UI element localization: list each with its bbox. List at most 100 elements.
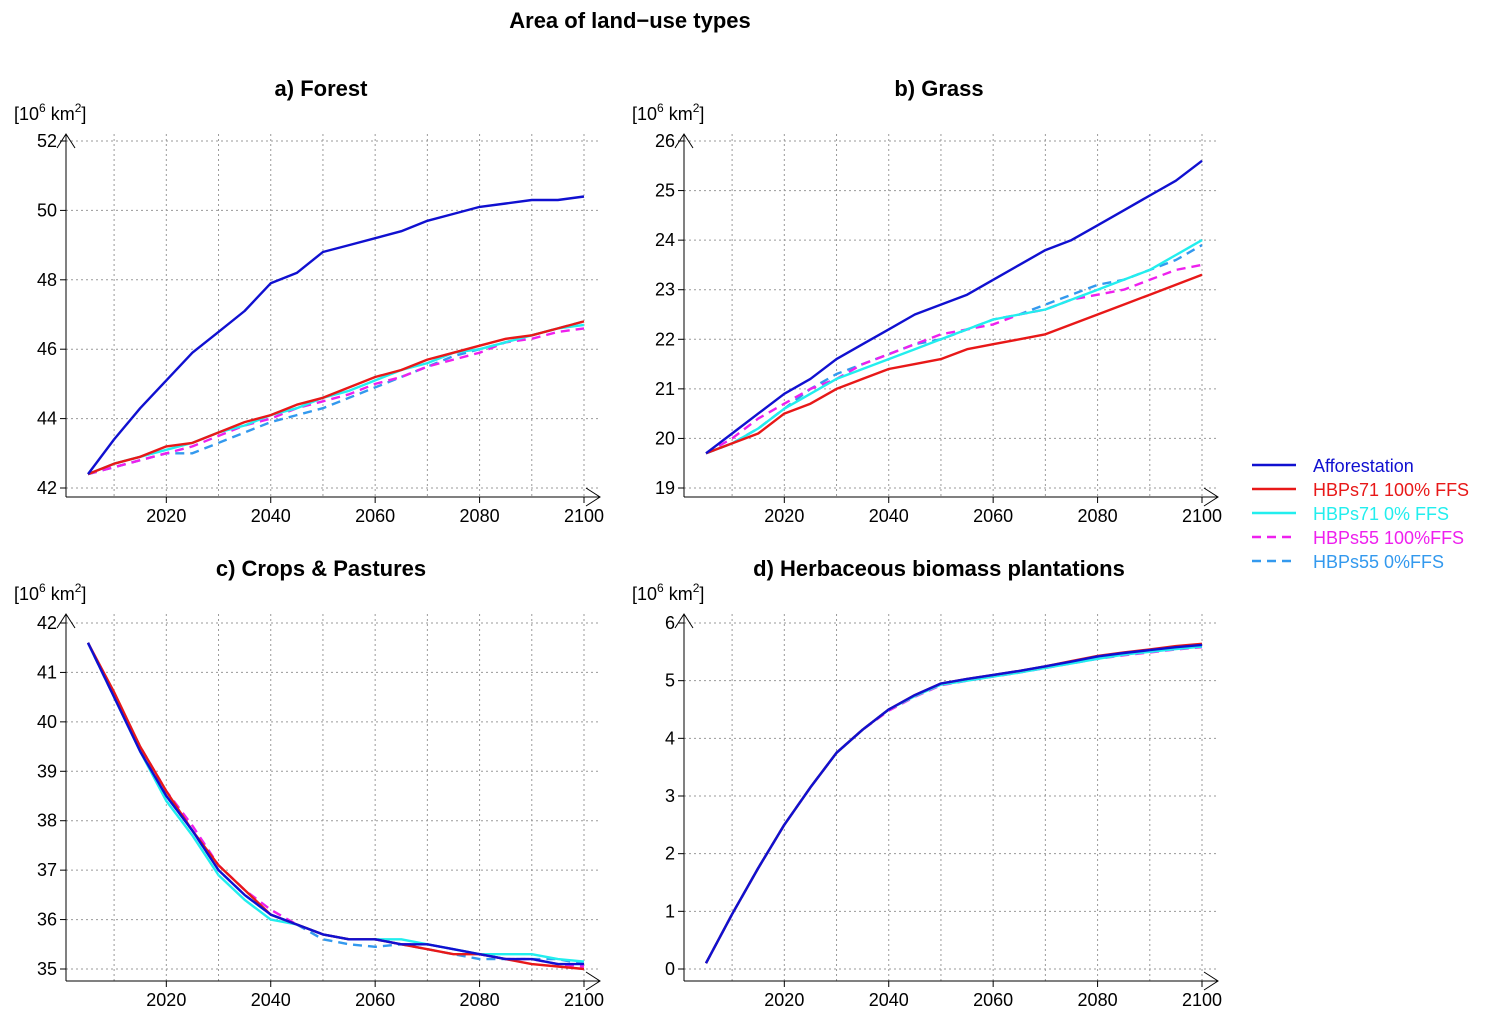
series-line <box>704 646 1203 964</box>
y-tick-label: 3 <box>665 786 675 806</box>
legend-item: HBPs71 100% FFS <box>1252 480 1469 500</box>
series-line <box>86 642 585 966</box>
y-tick-label: 6 <box>665 613 675 633</box>
y-tick-label: 26 <box>655 131 675 151</box>
y-tick-label: 36 <box>37 910 57 930</box>
y-tick-label: 38 <box>37 811 57 831</box>
y-unit-label: [106 km2] <box>14 101 86 124</box>
y-tick-label: 0 <box>665 959 675 979</box>
x-tick-label: 2100 <box>1182 506 1222 526</box>
x-tick-label: 2020 <box>146 506 186 526</box>
y-tick-label: 39 <box>37 761 57 781</box>
series-line <box>87 327 585 476</box>
series-line <box>87 195 585 475</box>
legend-item: HBPs71 0% FFS <box>1252 504 1449 524</box>
y-tick-label: 48 <box>37 270 57 290</box>
x-axis-arrow <box>585 971 601 991</box>
y-tick-label: 20 <box>655 428 675 448</box>
y-tick-label: 37 <box>37 860 57 880</box>
x-tick-label: 2060 <box>355 990 395 1010</box>
panel-title: c) Crops & Pastures <box>216 556 426 581</box>
series-line <box>86 642 584 966</box>
x-axis-arrow <box>1203 487 1219 507</box>
x-tick-label: 2080 <box>1078 990 1118 1010</box>
series-line <box>704 645 1203 964</box>
x-tick-label: 2040 <box>251 506 291 526</box>
y-tick-label: 23 <box>655 280 675 300</box>
series-line <box>86 642 585 968</box>
legend-label: HBPs71 100% FFS <box>1313 480 1469 500</box>
x-tick-label: 2100 <box>564 506 604 526</box>
y-tick-label: 1 <box>665 901 675 921</box>
x-tick-label: 2020 <box>764 506 804 526</box>
x-axis-arrow <box>585 487 601 507</box>
series-line <box>87 323 585 476</box>
y-tick-label: 24 <box>655 230 675 250</box>
x-tick-label: 2080 <box>460 990 500 1010</box>
series-line <box>704 642 1203 964</box>
y-tick-label: 42 <box>37 478 57 498</box>
series-line <box>705 159 1203 455</box>
series-line <box>704 643 1203 964</box>
x-tick-label: 2060 <box>973 506 1013 526</box>
y-unit-label: [106 km2] <box>632 581 704 604</box>
series-line <box>705 273 1203 455</box>
legend: Afforestation HBPs71 100% FFS HBPs71 0% FF… <box>1252 456 1469 572</box>
legend-label: HBPs71 0% FFS <box>1313 504 1449 524</box>
y-tick-label: 22 <box>655 329 675 349</box>
y-tick-label: 25 <box>655 181 675 201</box>
y-tick-label: 42 <box>37 613 57 633</box>
x-axis-arrow <box>1203 971 1219 991</box>
series-line <box>704 644 1203 964</box>
x-tick-label: 2100 <box>564 990 604 1010</box>
y-axis-arrow <box>56 133 76 149</box>
x-tick-label: 2020 <box>764 990 804 1010</box>
y-tick-label: 5 <box>665 671 675 691</box>
series-line <box>705 244 1203 455</box>
y-tick-label: 35 <box>37 959 57 979</box>
panel-title: a) Forest <box>275 76 369 101</box>
series-line <box>705 239 1203 455</box>
legend-item: HBPs55 100%FFS <box>1252 528 1464 548</box>
y-tick-label: 21 <box>655 379 675 399</box>
x-tick-label: 2080 <box>460 506 500 526</box>
legend-label: Afforestation <box>1313 456 1414 476</box>
y-unit-label: [106 km2] <box>632 101 704 124</box>
series-line <box>86 642 585 963</box>
panel-title: b) Grass <box>894 76 983 101</box>
y-tick-label: 4 <box>665 728 675 748</box>
y-tick-label: 52 <box>37 131 57 151</box>
series-line <box>87 320 585 476</box>
legend-item: HBPs55 0%FFS <box>1252 552 1444 572</box>
y-tick-label: 46 <box>37 339 57 359</box>
legend-label: HBPs55 0%FFS <box>1313 552 1444 572</box>
panel-title: d) Herbaceous biomass plantations <box>753 556 1125 581</box>
panel-1: a) Forest 2020 2040 2060 2080 2100 42 44 46 48 50 5… <box>14 76 604 526</box>
y-unit-label: [106 km2] <box>14 581 86 604</box>
x-tick-label: 2080 <box>1078 506 1118 526</box>
legend-item: Afforestation <box>1252 456 1414 476</box>
y-tick-label: 44 <box>37 409 57 429</box>
x-tick-label: 2060 <box>973 990 1013 1010</box>
y-tick-label: 50 <box>37 200 57 220</box>
x-tick-label: 2040 <box>869 990 909 1010</box>
y-tick-label: 19 <box>655 478 675 498</box>
y-axis-arrow <box>674 133 694 149</box>
panel-3: c) Crops & Pastures 2020 2040 2060 2080 2100 3… <box>14 556 604 1010</box>
x-tick-label: 2040 <box>251 990 291 1010</box>
panel-2: b) Grass 2020 2040 2060 2080 2100 19 20 21 22 23 24… <box>632 76 1222 526</box>
y-tick-label: 40 <box>37 712 57 732</box>
x-tick-label: 2020 <box>146 990 186 1010</box>
y-tick-label: 41 <box>37 662 57 682</box>
x-tick-label: 2040 <box>869 506 909 526</box>
series-line <box>705 263 1203 455</box>
legend-label: HBPs55 100%FFS <box>1313 528 1464 548</box>
x-tick-label: 2100 <box>1182 990 1222 1010</box>
x-tick-label: 2060 <box>355 506 395 526</box>
figure-title: Area of land−use types <box>509 8 750 33</box>
y-tick-label: 2 <box>665 844 675 864</box>
